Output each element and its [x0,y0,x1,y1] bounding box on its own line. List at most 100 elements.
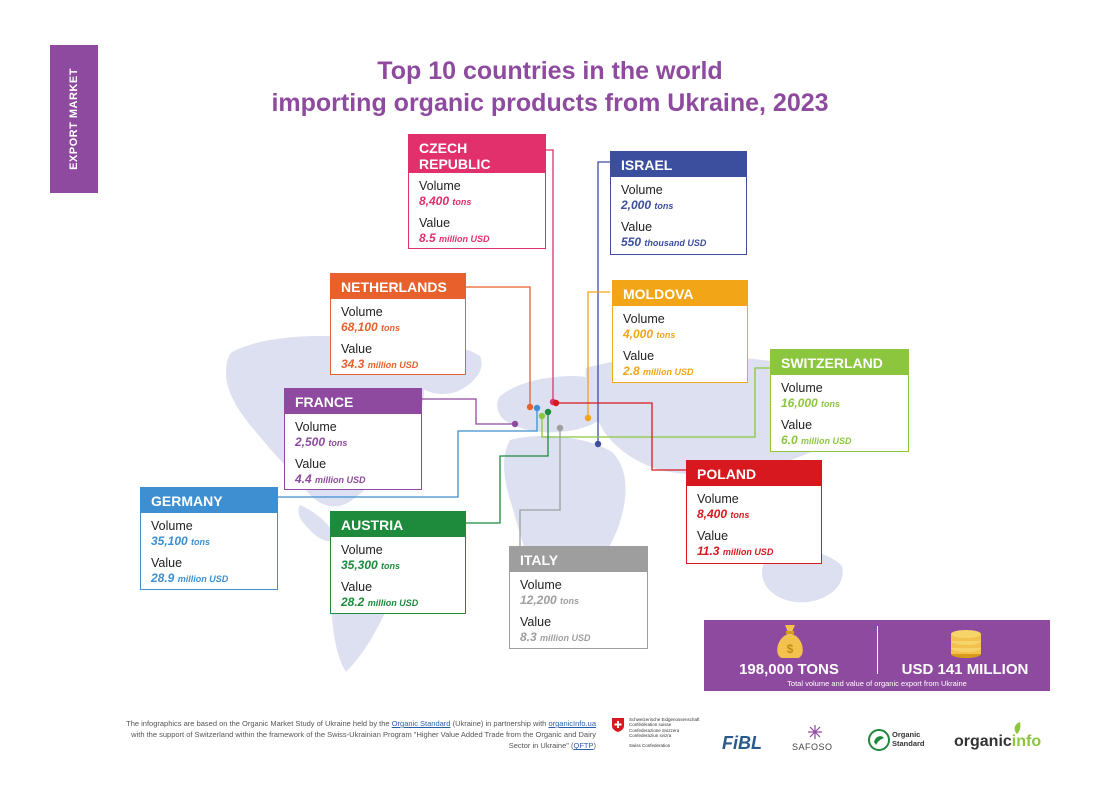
volume-value: 16,000 [781,396,818,410]
value-label: Value [419,216,451,230]
page-title-line1: Top 10 countries in the world [377,57,723,85]
safoso-logo: SAFOSO [790,725,840,755]
organic-standard-emblem-icon [868,729,890,751]
connector-italy [519,428,561,546]
leaf-icon [1014,722,1021,734]
value-amount: 4.4 [295,472,312,486]
value-amount: 28.9 [151,571,175,585]
swiss-line-1: Schweizerische Eidgenossenschaft [629,717,700,722]
value-unit: thousand USD [644,238,707,248]
volume-label: Volume [623,312,665,326]
value-label: Value [621,220,653,234]
country-name-line1: CZECH [419,140,468,156]
volume-unit: tons [381,323,401,333]
country-name: POLAND [697,466,757,482]
connector-france [422,398,515,425]
organicinfo-logo: organicinfo [954,733,1041,751]
card-header: AUSTRIA [331,512,465,537]
swiss-line-3: Confederazione Svizzera [629,727,680,733]
volume-label: Volume [520,578,562,592]
connector-czech [546,149,554,402]
volume-unit: tons [654,201,674,211]
value-unit: million USD [540,633,591,643]
footer-text-3: with the support of Switzerland within t… [131,730,596,750]
card-header: ISRAEL [611,152,746,177]
volume-value: 4,000 [623,327,654,341]
value-amount: 34.3 [341,357,365,371]
export-market-tab: EXPORT MARKET [50,45,98,193]
dot-poland [552,399,560,407]
country-name: ITALY [520,552,559,568]
value-label: Value [623,349,655,363]
volume-value: 12,200 [520,593,557,607]
card-poland: POLAND Volume 8,400 tons Value 11.3 mill… [686,460,822,564]
value-unit: million USD [315,475,366,485]
volume-value: 8,400 [419,194,450,208]
value-unit: million USD [801,436,852,446]
country-name: NETHERLANDS [341,279,447,295]
volume-label: Volume [697,492,739,506]
value-label: Value [781,418,813,432]
organic-standard-logo: Organic Standard [868,729,932,755]
value-label: Value [151,556,183,570]
card-israel: ISRAEL Volume 2,000 tons Value 550 thous… [610,151,747,255]
dot-israel [594,440,602,448]
card-header: GERMANY [141,488,277,513]
value-unit: million USD [177,574,229,584]
swiss-shield-icon [612,718,624,732]
volume-unit: tons [452,197,472,207]
volume-value: 35,300 [341,558,378,572]
totals-box: $ 198,000 TONS USD 141 MILLION Total vol… [704,620,1050,691]
link-organic-standard[interactable]: Organic Standard [391,719,451,728]
value-label: Value [341,580,373,594]
os-line1: Organic [892,730,921,739]
organicinfo-info: info [1011,733,1042,750]
country-name: SWITZERLAND [781,355,883,371]
dot-netherlands [526,403,534,411]
value-amount: 11.3 [697,544,720,558]
volume-label: Volume [341,543,383,557]
value-amount: 28.2 [341,595,365,609]
link-qftp[interactable]: QFTP [573,741,594,750]
value-label: Value [341,342,373,356]
volume-unit: tons [821,399,841,409]
volume-unit: tons [191,537,211,547]
volume-label: Volume [151,519,193,533]
card-header: CZECH REPUBLIC [409,135,545,173]
country-name: GERMANY [151,493,223,509]
value-amount: 6.0 [781,433,798,447]
totals-divider [877,626,878,674]
card-france: FRANCE Volume 2,500 tons Value 4.4 milli… [284,388,422,490]
connector-israel [597,161,610,444]
total-volume: 198,000 TONS [739,661,839,678]
volume-unit: tons [560,596,580,606]
connector-germany [278,408,538,498]
value-label: Value [697,529,729,543]
card-moldova: MOLDOVA Volume 4,000 tons Value 2.8 mill… [612,280,748,383]
safoso-star-icon [808,725,822,739]
dot-austria [544,408,552,416]
swiss-confederation-logo: Schweizerische Eidgenossenschaft Confédé… [612,716,712,756]
country-name: ISRAEL [621,157,673,173]
link-organicinfo[interactable]: organicInfo.ua [548,719,596,728]
footer-text-2: (Ukraine) in partnership with [450,719,549,728]
card-switzerland: SWITZERLAND Volume 16,000 tons Value 6.0… [770,349,909,452]
safoso-text: SAFOSO [792,742,833,752]
totals-caption: Total volume and value of organic export… [787,679,967,688]
value-label: Value [520,615,552,629]
value-unit: million USD [367,360,419,370]
fibl-logo: FiBL [722,733,762,753]
country-name: AUSTRIA [341,517,404,533]
value-amount: 8.3 [520,630,537,644]
country-name: MOLDOVA [623,286,694,302]
card-italy: ITALY Volume 12,200 tons Value 8.3 milli… [509,546,648,649]
card-austria: AUSTRIA Volume 35,300 tons Value 28.2 mi… [330,511,466,614]
card-header: SWITZERLAND [771,350,908,375]
dot-germany [533,404,541,412]
connector-moldova [587,291,610,418]
dot-italy [556,424,564,432]
value-amount: 550 [621,235,642,249]
card-header: NETHERLANDS [331,274,465,299]
volume-label: Volume [621,183,663,197]
card-netherlands: NETHERLANDS Volume 68,100 tons Value 34.… [330,273,466,375]
